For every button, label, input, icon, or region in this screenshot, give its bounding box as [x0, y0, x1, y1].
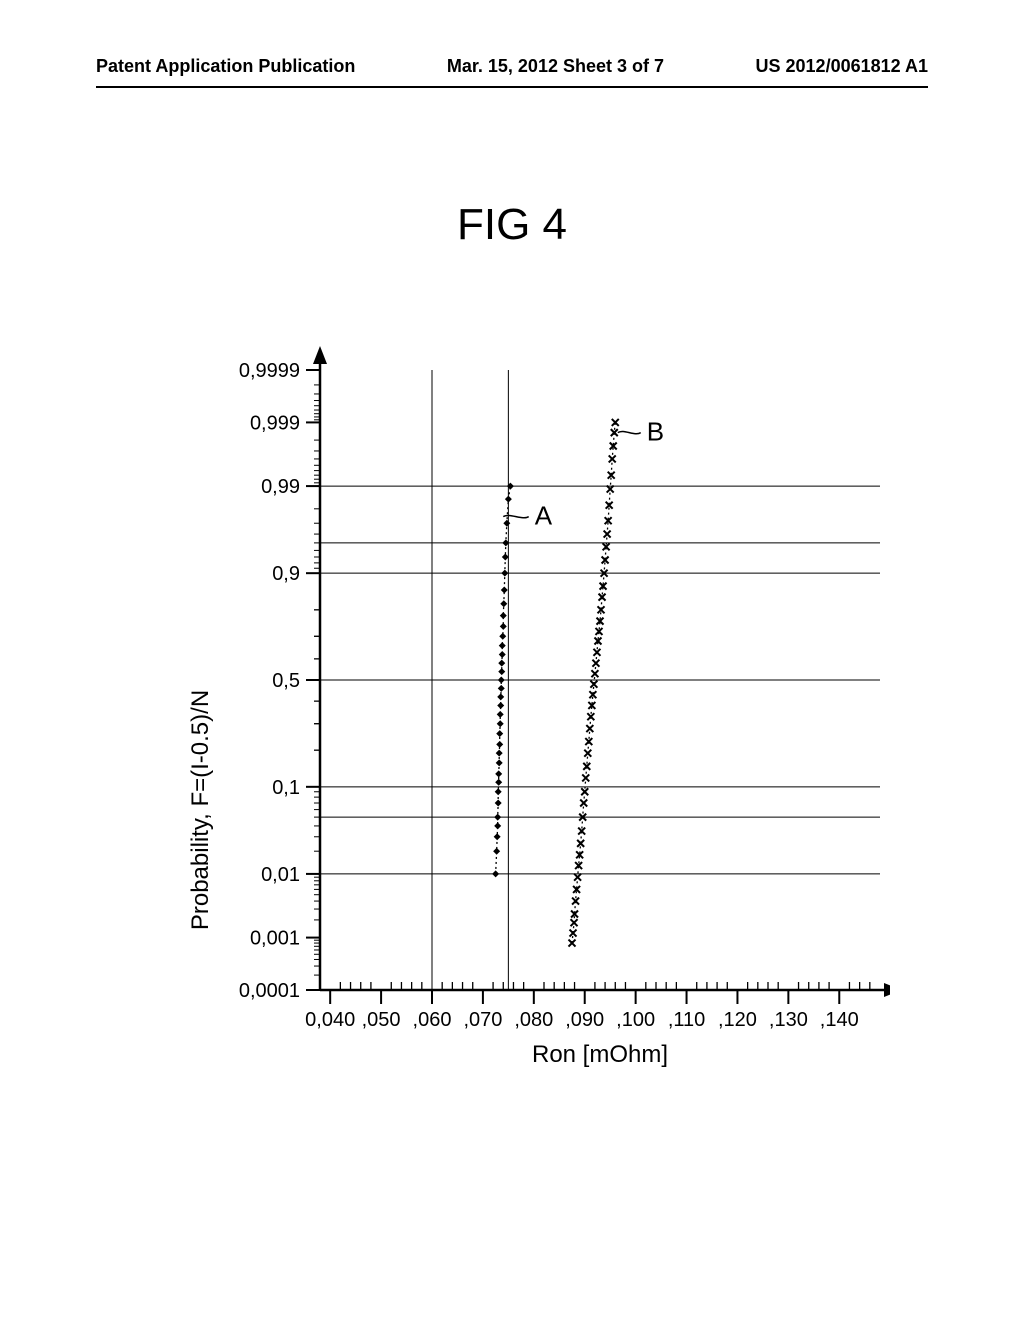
- figure-title: FIG 4: [0, 200, 1024, 250]
- svg-text:A: A: [535, 501, 553, 531]
- chart-svg: 0,0001 0,001 0,01 0,1 0,5 0,9 0,99 0,999 0,9999 0…: [170, 340, 890, 1090]
- svg-text:,070: ,070: [463, 1009, 502, 1031]
- svg-text:0,040: 0,040: [305, 1009, 355, 1031]
- header-center: Mar. 15, 2012 Sheet 3 of 7: [447, 56, 664, 77]
- svg-text:0,1: 0,1: [272, 777, 300, 799]
- svg-text:0,0001: 0,0001: [239, 980, 300, 1002]
- svg-text:Probability, F=(I-0.5)/N: Probability, F=(I-0.5)/N: [187, 690, 214, 930]
- svg-text:0,001: 0,001: [250, 928, 300, 950]
- svg-text:0,5: 0,5: [272, 670, 300, 692]
- header-rule: [96, 86, 928, 88]
- svg-text:,130: ,130: [769, 1009, 808, 1031]
- svg-text:,080: ,080: [514, 1009, 553, 1031]
- svg-text:,060: ,060: [413, 1009, 452, 1031]
- svg-text:0,01: 0,01: [261, 864, 300, 886]
- svg-text:0,999: 0,999: [250, 412, 300, 434]
- svg-text:,120: ,120: [718, 1009, 757, 1031]
- svg-text:Ron [mOhm]: Ron [mOhm]: [532, 1041, 668, 1068]
- probability-chart: 0,0001 0,001 0,01 0,1 0,5 0,9 0,99 0,999 0,9999 0…: [170, 340, 890, 1060]
- header-right: US 2012/0061812 A1: [756, 56, 928, 77]
- svg-text:,050: ,050: [362, 1009, 401, 1031]
- svg-text:0,99: 0,99: [261, 476, 300, 498]
- page-header: Patent Application Publication Mar. 15, …: [0, 56, 1024, 77]
- svg-text:,100: ,100: [616, 1009, 655, 1031]
- svg-text:0,9: 0,9: [272, 563, 300, 585]
- svg-text:,110: ,110: [668, 1009, 705, 1031]
- page: Patent Application Publication Mar. 15, …: [0, 0, 1024, 1320]
- svg-text:B: B: [647, 417, 664, 447]
- svg-text:,090: ,090: [565, 1009, 604, 1031]
- svg-text:,140: ,140: [820, 1009, 859, 1031]
- header-left: Patent Application Publication: [96, 56, 355, 77]
- svg-text:0,9999: 0,9999: [239, 360, 300, 382]
